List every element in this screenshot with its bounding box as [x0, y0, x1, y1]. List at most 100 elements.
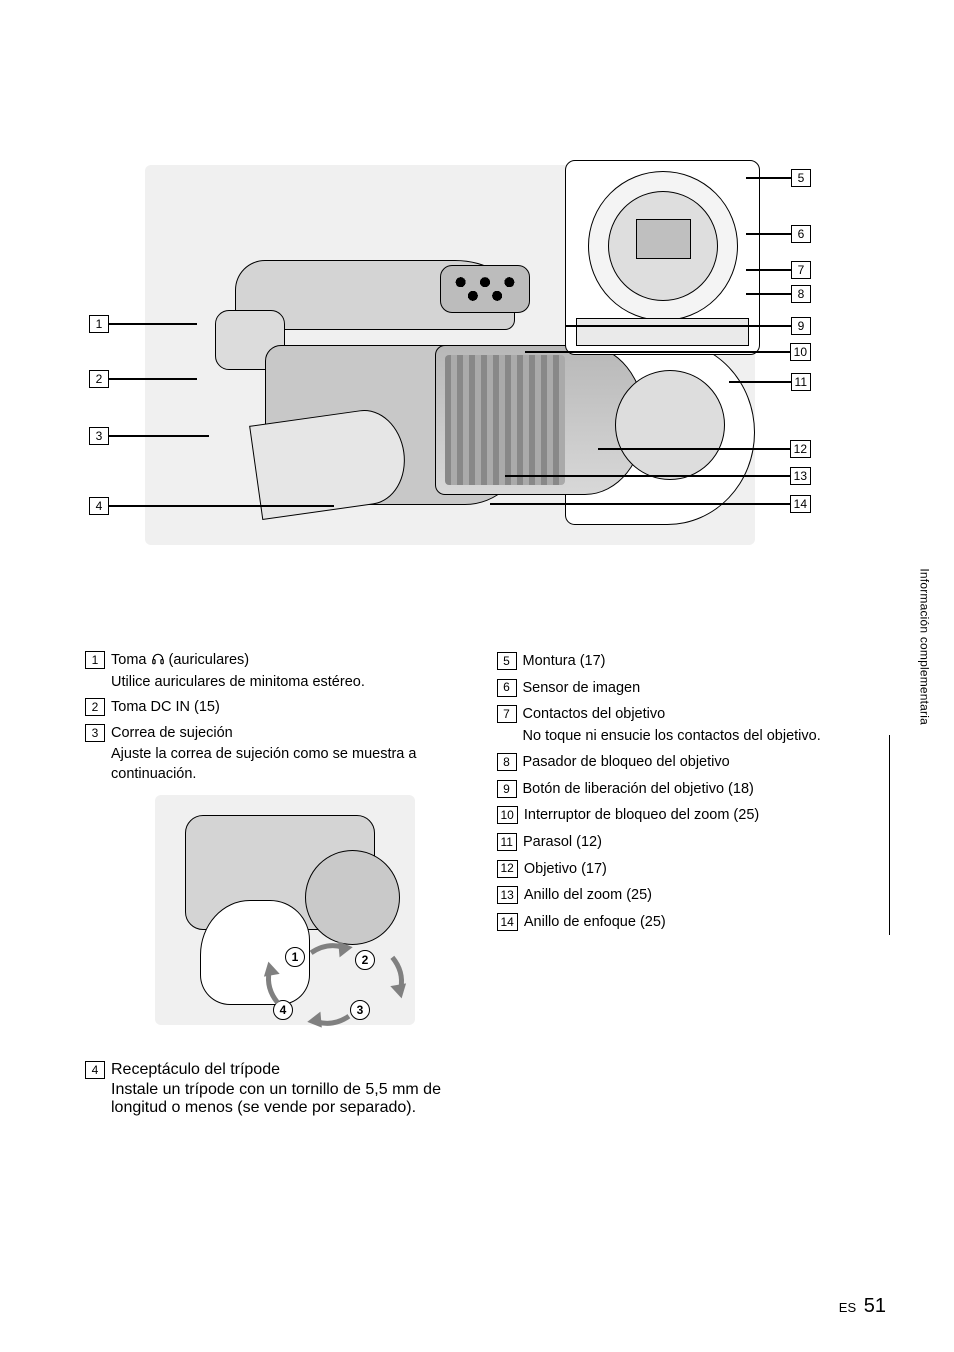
parts-entry-subtext: Instale un trípode con un tornillo de 5,…: [111, 1081, 475, 1117]
callout-leader: [505, 475, 790, 476]
strap-step-1: 1: [285, 947, 305, 967]
footer-lang: ES: [839, 1300, 856, 1315]
parts-entry-number: 9: [497, 780, 517, 798]
parts-entry-text: Toma DC IN (15): [111, 698, 220, 718]
parts-entry-number: 7: [497, 705, 517, 723]
parts-entry-number: 2: [85, 698, 105, 716]
callout-leader: [746, 177, 791, 178]
parts-entry-number: 14: [497, 913, 518, 931]
callout-number: 1: [89, 315, 109, 333]
callout-leader: [490, 503, 790, 504]
parts-entry-number: 4: [85, 1061, 105, 1079]
callout-leader: [109, 505, 334, 506]
section-tab-label: Información complementaria: [918, 568, 932, 725]
section-tab-rule: [889, 735, 890, 935]
parts-entry-text: Toma (auriculares)Utilice auriculares de…: [111, 651, 365, 692]
parts-entry-text: Botón de liberación del objetivo (18): [523, 780, 754, 800]
parts-entry-6: 6 Sensor de imagen: [497, 679, 885, 699]
callout-number: 7: [791, 261, 811, 279]
diagram-callout-11: 11: [729, 373, 811, 391]
parts-entry-1: 1 Toma (auriculares)Utilice auriculares d…: [85, 651, 473, 692]
strap-fig-lens: [305, 850, 400, 945]
callout-number: 4: [89, 497, 109, 515]
strap-step-2: 2: [355, 950, 375, 970]
diagram-callout-8: 8: [746, 285, 811, 303]
parts-entry-text: Anillo del zoom (25): [524, 886, 652, 906]
diagram-callout-9: 9: [566, 317, 811, 335]
parts-entry-number: 1: [85, 651, 105, 669]
callout-number: 2: [89, 370, 109, 388]
parts-entry-text: Montura (17): [523, 652, 606, 672]
parts-entry-subtext: Ajuste la correa de sujeción como se mue…: [111, 745, 473, 784]
parts-entry-number: 6: [497, 679, 517, 697]
strap-arrow-3: [304, 1005, 352, 1031]
parts-entry-text: Sensor de imagen: [523, 679, 641, 699]
callout-leader: [729, 381, 791, 382]
callout-leader: [746, 293, 791, 294]
diagram-callout-13: 13: [505, 467, 811, 485]
callout-number: 8: [791, 285, 811, 303]
callout-leader: [746, 269, 791, 270]
diagram-callout-10: 10: [525, 343, 811, 361]
callout-number: 11: [791, 373, 811, 391]
callout-number: 14: [790, 495, 811, 513]
callout-number: 5: [791, 169, 811, 187]
parts-entry-number: 10: [497, 806, 518, 824]
parts-entry-number: 5: [497, 652, 517, 670]
diagram-callout-7: 7: [746, 261, 811, 279]
parts-diagram-main: 1234 567891011121314: [145, 165, 755, 545]
camera-microphone-shape: [440, 265, 530, 313]
callout-number: 10: [790, 343, 811, 361]
parts-entry-13: 13 Anillo del zoom (25): [497, 886, 885, 906]
page-footer: ES 51: [839, 1295, 886, 1318]
parts-entry-number: 12: [497, 860, 518, 878]
parts-entry-11: 11 Parasol (12): [497, 833, 885, 853]
diagram-callout-4: 4: [89, 497, 334, 515]
parts-entry-subtext: No toque ni ensucie los contactos del ob…: [523, 727, 821, 747]
callout-leader: [109, 323, 197, 324]
strap-arrow-1: [308, 938, 356, 964]
parts-entry-text: Receptáculo del trípodeInstale un trípod…: [111, 1061, 475, 1117]
callout-leader: [109, 435, 209, 436]
callout-leader: [746, 233, 791, 234]
parts-entry-9: 9 Botón de liberación del objetivo (18): [497, 780, 885, 800]
parts-entry-14: 14 Anillo de enfoque (25): [497, 913, 885, 933]
callout-leader: [566, 325, 791, 326]
parts-entry-text: Anillo de enfoque (25): [524, 913, 666, 933]
lens-front-shape: [615, 370, 725, 480]
callout-leader: [109, 378, 197, 379]
lens-rings-shape: [445, 355, 565, 485]
headphones-icon: [151, 652, 165, 668]
callout-number: 12: [790, 440, 811, 458]
parts-entry-8: 8Pasador de bloqueo del objetivo: [497, 753, 885, 773]
parts-entry-5: 5 Montura (17): [497, 652, 885, 672]
diagram-callout-6: 6: [746, 225, 811, 243]
diagram-callout-1: 1: [89, 315, 197, 333]
callout-number: 13: [790, 467, 811, 485]
parts-entry-number: 3: [85, 724, 105, 742]
parts-entry-text: Contactos del objetivoNo toque ni ensuci…: [523, 705, 821, 746]
parts-entry-number: 13: [497, 886, 518, 904]
parts-entry-7: 7 Contactos del objetivoNo toque ni ensuc…: [497, 705, 885, 746]
footer-page-number: 51: [864, 1295, 886, 1317]
mount-sensor-rect: [636, 219, 691, 259]
parts-entry-3: 3 Correa de sujeciónAjuste la correa de s…: [85, 724, 473, 785]
strap-adjust-diagram: 1234: [155, 795, 415, 1025]
diagram-callout-12: 12: [598, 440, 811, 458]
diagram-callout-14: 14: [490, 495, 811, 513]
diagram-callout-5: 5: [746, 169, 811, 187]
parts-entry-text: Parasol (12): [523, 833, 602, 853]
parts-entry-10: 10 Interruptor de bloqueo del zoom (25): [497, 806, 885, 826]
callout-leader: [598, 448, 790, 449]
parts-entry-number: 11: [497, 833, 517, 851]
parts-entry-text: Objetivo (17): [524, 860, 607, 880]
parts-entry-12: 12 Objetivo (17): [497, 860, 885, 880]
parts-entry-text: Correa de sujeciónAjuste la correa de su…: [111, 724, 473, 785]
callout-number: 6: [791, 225, 811, 243]
parts-entry-text: Interruptor de bloqueo del zoom (25): [524, 806, 759, 826]
strap-arrow-2: [381, 953, 411, 1002]
parts-entry-subtext: Utilice auriculares de minitoma estéreo.: [111, 673, 365, 693]
callout-number: 9: [791, 317, 811, 335]
strap-step-3: 3: [350, 1000, 370, 1020]
section-tab: Información complementaria: [918, 568, 932, 725]
